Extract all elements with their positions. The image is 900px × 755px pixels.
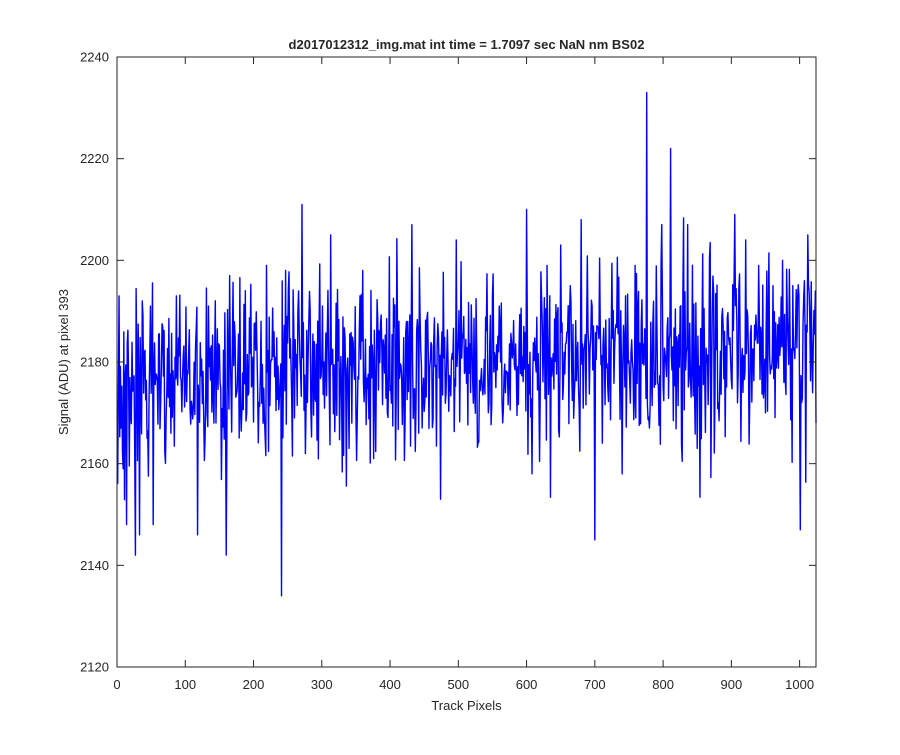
x-tick-label: 800 bbox=[652, 677, 674, 692]
x-tick-label: 500 bbox=[447, 677, 469, 692]
x-axis-label: Track Pixels bbox=[431, 698, 502, 713]
x-tick-label: 400 bbox=[379, 677, 401, 692]
x-tick-label: 300 bbox=[311, 677, 333, 692]
y-tick-label: 2140 bbox=[80, 558, 109, 573]
signal-series-line bbox=[116, 91, 817, 597]
y-tick-label: 2160 bbox=[80, 456, 109, 471]
x-tick-label: 200 bbox=[243, 677, 265, 692]
x-tick-label: 100 bbox=[174, 677, 196, 692]
x-tick-label: 700 bbox=[584, 677, 606, 692]
x-tick-label: 0 bbox=[113, 677, 120, 692]
y-tick-label: 2120 bbox=[80, 660, 109, 675]
chart-title: d2017012312_img.mat int time = 1.7097 se… bbox=[289, 37, 645, 52]
data-series bbox=[116, 91, 817, 597]
axis-ticks: 0 100 200 300 400 500 600 700 800 900 1000 2120 2140… bbox=[80, 50, 816, 692]
y-tick-label: 2180 bbox=[80, 355, 109, 370]
y-tick-label: 2220 bbox=[80, 151, 109, 166]
x-tick-label: 1000 bbox=[785, 677, 814, 692]
x-tick-label: 600 bbox=[516, 677, 538, 692]
y-axis-label: Signal (ADU) at pixel 393 bbox=[56, 289, 71, 435]
y-tick-label: 2200 bbox=[80, 253, 109, 268]
y-tick-label: 2240 bbox=[80, 50, 109, 65]
x-tick-label: 900 bbox=[721, 677, 743, 692]
